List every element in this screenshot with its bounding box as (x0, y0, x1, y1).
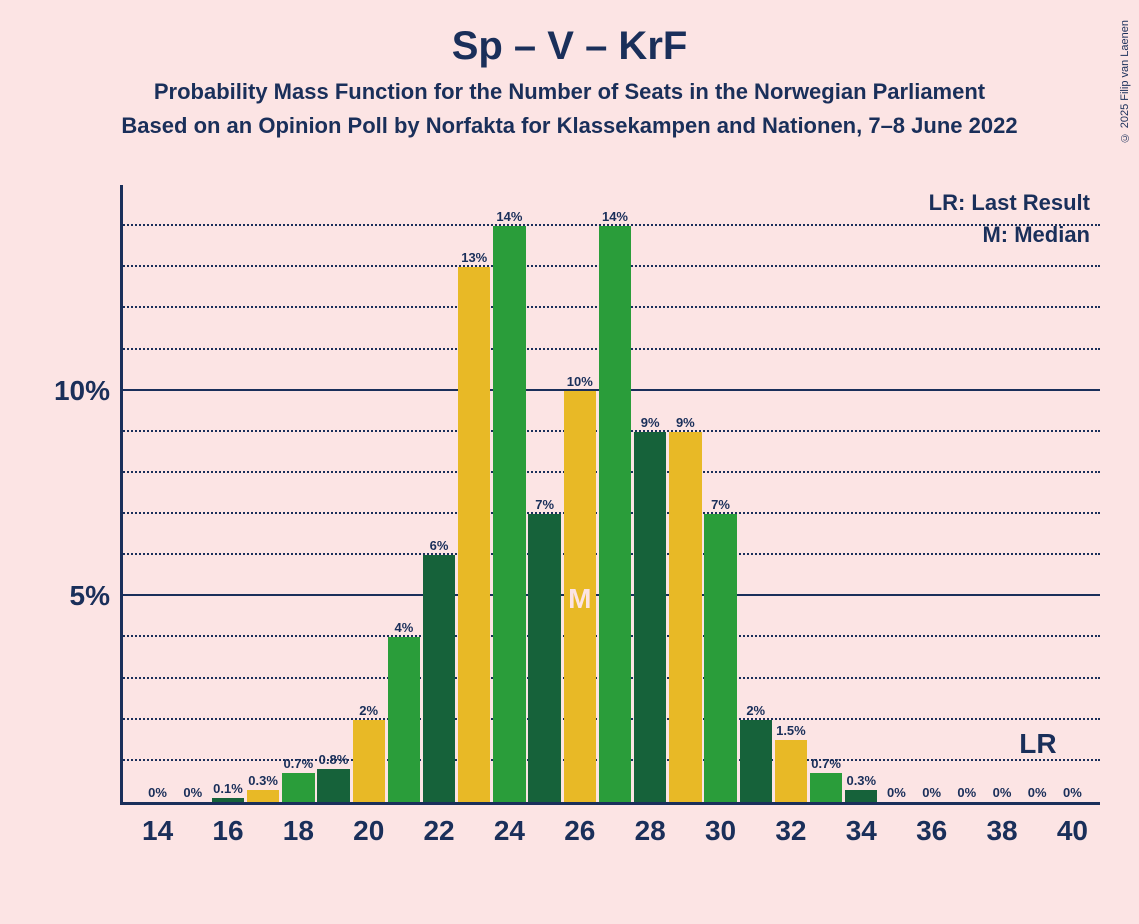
bar-value-label: 0.8% (319, 752, 349, 767)
bar-value-label: 13% (461, 250, 487, 265)
x-tick-label: 38 (986, 815, 1017, 847)
y-tick-label: 10% (54, 375, 110, 407)
main-title: Sp – V – KrF (0, 24, 1139, 69)
bar: 0.7% (810, 773, 842, 802)
bar: 2% (740, 720, 772, 802)
x-tick-label: 36 (916, 815, 947, 847)
bar-value-label: 14% (496, 209, 522, 224)
bar: 9% (669, 432, 701, 802)
bar: 0.1% (212, 798, 244, 802)
x-tick-label: 32 (775, 815, 806, 847)
x-tick-label: 16 (212, 815, 243, 847)
median-marker: M (568, 583, 591, 615)
x-tick-label: 26 (564, 815, 595, 847)
legend: LR: Last Result M: Median (929, 190, 1090, 254)
x-tick-label: 14 (142, 815, 173, 847)
bar-value-label: 2% (746, 703, 765, 718)
title-block: Sp – V – KrF Probability Mass Function f… (0, 0, 1139, 139)
bar: 0.3% (247, 790, 279, 802)
x-tick-label: 28 (635, 815, 666, 847)
bar-value-label: 0.7% (811, 756, 841, 771)
bar-value-label: 0% (183, 785, 202, 800)
bar-value-label: 10% (567, 374, 593, 389)
bar: 2% (353, 720, 385, 802)
bar-value-label: 1.5% (776, 723, 806, 738)
bar: 14% (599, 226, 631, 802)
bar: 0.3% (845, 790, 877, 802)
bar: 4% (388, 637, 420, 802)
bar: 6% (423, 555, 455, 802)
bar: 14% (493, 226, 525, 802)
bar: 7% (704, 514, 736, 802)
x-tick-label: 34 (846, 815, 877, 847)
lr-marker: LR (1019, 728, 1056, 760)
x-tick-label: 30 (705, 815, 736, 847)
bar: 1.5% (775, 740, 807, 802)
bar-value-label: 4% (394, 620, 413, 635)
x-axis (120, 802, 1100, 805)
bar-value-label: 9% (641, 415, 660, 430)
bar: 0.7% (282, 773, 314, 802)
bar-value-label: 0% (887, 785, 906, 800)
copyright-text: © 2025 Filip van Laenen (1119, 20, 1131, 143)
x-tick-label: 18 (283, 815, 314, 847)
x-tick-label: 22 (423, 815, 454, 847)
x-tick-label: 20 (353, 815, 384, 847)
x-tick-label: 40 (1057, 815, 1088, 847)
bar-value-label: 14% (602, 209, 628, 224)
bar-value-label: 0.3% (846, 773, 876, 788)
bar-value-label: 0% (957, 785, 976, 800)
bar-value-label: 0% (993, 785, 1012, 800)
bar: 9% (634, 432, 666, 802)
bar-value-label: 0.3% (248, 773, 278, 788)
y-tick-label: 5% (70, 580, 110, 612)
bar-value-label: 6% (430, 538, 449, 553)
bar: 7% (528, 514, 560, 802)
bar-value-label: 0.7% (283, 756, 313, 771)
legend-lr: LR: Last Result (929, 190, 1090, 216)
bar-value-label: 0% (922, 785, 941, 800)
bar-value-label: 2% (359, 703, 378, 718)
subtitle-1: Probability Mass Function for the Number… (0, 79, 1139, 105)
bar-value-label: 7% (535, 497, 554, 512)
bar-value-label: 0% (1028, 785, 1047, 800)
bar-value-label: 7% (711, 497, 730, 512)
y-axis (120, 185, 123, 805)
bar: 0.8% (317, 769, 349, 802)
pmf-chart: LR: Last Result M: Median 5%10%0%0%0.1%0… (120, 185, 1100, 805)
bar-value-label: 0.1% (213, 781, 243, 796)
bar-value-label: 0% (1063, 785, 1082, 800)
x-tick-label: 24 (494, 815, 525, 847)
subtitle-2: Based on an Opinion Poll by Norfakta for… (0, 113, 1139, 139)
bar: 13% (458, 267, 490, 802)
bar-value-label: 9% (676, 415, 695, 430)
bar-value-label: 0% (148, 785, 167, 800)
